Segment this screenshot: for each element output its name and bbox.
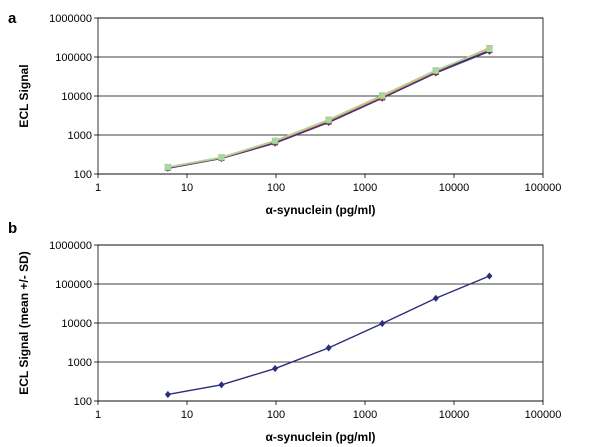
x-tick-label: 10000: [439, 182, 470, 194]
data-point: [432, 294, 439, 302]
data-point: [486, 46, 493, 53]
data-point: [325, 116, 332, 123]
x-tick-label: 100000: [525, 182, 562, 194]
y-tick-label: 100: [74, 396, 92, 408]
panel-a-y-axis-title: ECL Signal: [17, 64, 31, 127]
series-line: [167, 48, 490, 168]
data-point: [379, 92, 386, 99]
panel-a-x-tick-labels: 1 10 100 1000 10000 100000: [95, 174, 561, 194]
panel-a-plot-area: [97, 17, 544, 175]
y-tick-label: 1000: [68, 130, 92, 142]
data-point: [486, 272, 493, 280]
x-tick-label: 1000: [353, 182, 377, 194]
panel-a-series: [164, 44, 493, 172]
series-line: [167, 48, 490, 169]
data-point: [272, 364, 279, 373]
data-point: [164, 163, 171, 170]
data-point: [164, 390, 171, 399]
panel-a-y-tick-labels: 100 1000 10000 100000 1000000: [49, 13, 92, 181]
y-tick-label: 1000000: [49, 13, 92, 25]
panel-b-label: b: [8, 220, 17, 237]
panel-b-plot-area: [97, 244, 544, 402]
data-point: [218, 154, 225, 161]
panel-b-x-axis-title: α-synuclein (pg/ml): [265, 430, 375, 444]
x-tick-label: 10: [181, 182, 193, 194]
x-tick-label: 1: [95, 409, 101, 421]
data-point: [379, 319, 386, 328]
x-tick-label: 100: [267, 182, 285, 194]
x-tick-label: 1: [95, 182, 101, 194]
x-tick-label: 1000: [353, 409, 377, 421]
y-tick-label: 10000: [61, 318, 92, 330]
data-point: [325, 344, 332, 352]
panel-b-series: [164, 272, 493, 399]
x-tick-label: 100: [267, 409, 285, 421]
x-tick-label: 10: [181, 409, 193, 421]
series-line: [167, 275, 490, 396]
y-tick-label: 100000: [55, 279, 92, 291]
panel-a-label: a: [8, 10, 17, 27]
x-tick-label: 100000: [525, 409, 562, 421]
y-tick-label: 1000000: [49, 240, 92, 252]
y-tick-label: 100: [74, 169, 92, 181]
series-line: [167, 47, 490, 168]
panel-b-y-tick-labels: 100 1000 10000 100000 1000000: [49, 240, 92, 408]
panel-b-y-axis-title: ECL Signal (mean +/- SD): [17, 251, 31, 394]
panel-a-gridlines: [94, 17, 543, 175]
x-tick-label: 10000: [439, 409, 470, 421]
panel-b-gridlines: [94, 244, 543, 402]
y-tick-label: 100000: [55, 52, 92, 64]
data-point: [432, 67, 439, 74]
panel-b-x-tick-labels: 1 10 100 1000 10000 100000: [95, 401, 561, 421]
data-point: [272, 137, 279, 144]
series-line: [167, 47, 490, 169]
data-point: [218, 381, 225, 389]
y-tick-label: 10000: [61, 91, 92, 103]
y-tick-label: 1000: [68, 357, 92, 369]
panel-a-x-axis-title: α-synuclein (pg/ml): [265, 203, 375, 217]
